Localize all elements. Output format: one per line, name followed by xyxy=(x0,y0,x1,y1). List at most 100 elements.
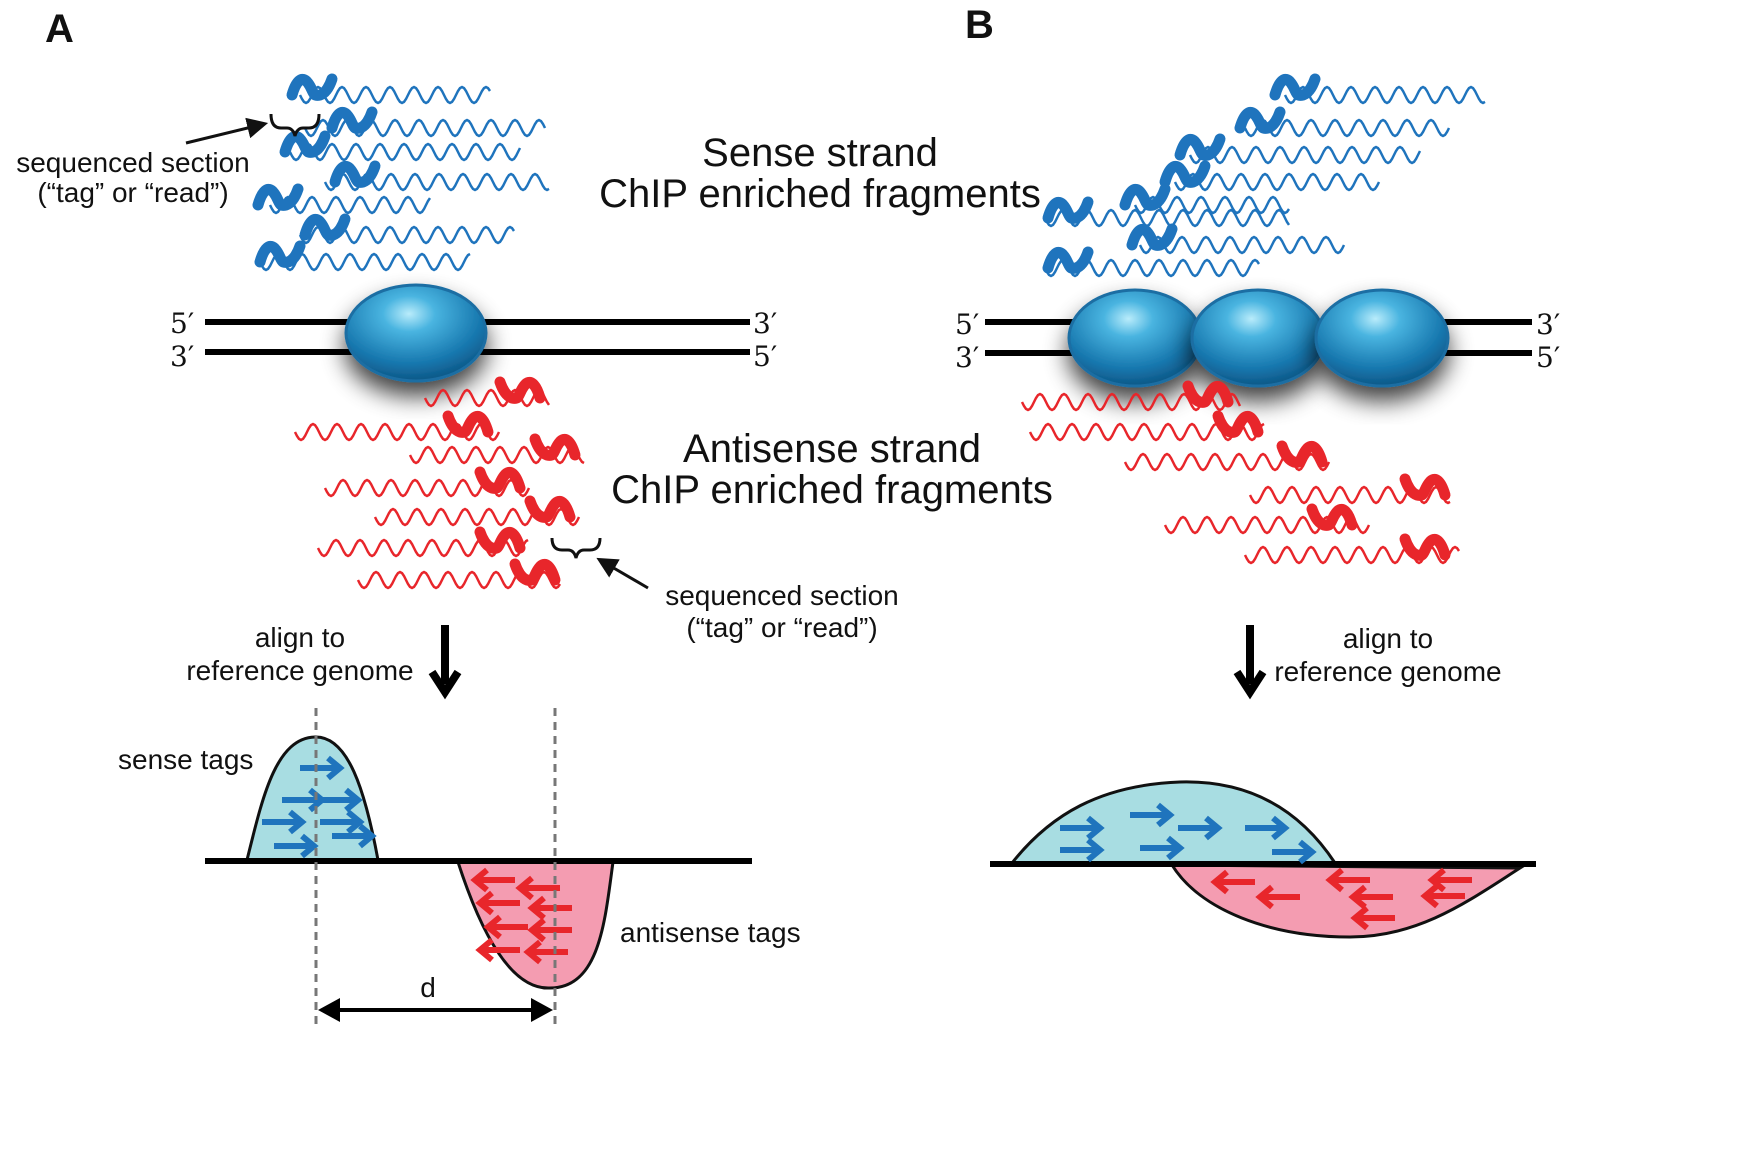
antisense-tag-arrows-a xyxy=(470,867,572,965)
sense-tag-arrows-b xyxy=(1060,802,1317,865)
sense-tag-arrow-a-7 xyxy=(332,823,377,849)
distance-arrow-d xyxy=(318,998,553,1022)
antisense-tag-arrow-b-4 xyxy=(1255,884,1300,910)
sense-tag-arrow-a-3 xyxy=(318,787,363,813)
antisense-fragments-a xyxy=(293,376,585,590)
sense-fragment-b-3-tag xyxy=(1174,133,1226,161)
sequenced-section-label-top: sequenced section xyxy=(16,147,250,178)
nucleosome-b-2 xyxy=(1190,288,1326,388)
strand-label-5prime-top-left: 5′ xyxy=(170,307,194,340)
sense-fragment-a-2-wave xyxy=(303,118,547,138)
antisense-tag-arrow-a-4 xyxy=(527,895,572,921)
sequenced-section-label-bottom: sequenced section xyxy=(665,580,899,611)
nucleosome-b-1 xyxy=(1067,288,1203,388)
sense-fragment-a-3-tag xyxy=(279,130,331,158)
antisense-fragment-b-4-tag xyxy=(1399,473,1451,501)
sense-fragment-b-4-wave xyxy=(1173,172,1381,192)
sense-tag-arrows-a xyxy=(262,755,377,859)
sense-fragment-a-3-wave xyxy=(288,142,522,162)
sense-tag-arrow-b-5 xyxy=(1060,837,1105,863)
antisense-fragment-b-5-tag xyxy=(1306,503,1358,531)
sense-fragment-b-6-tag xyxy=(1042,196,1094,224)
antisense-tag-arrow-b-5 xyxy=(1348,884,1393,910)
antisense-tag-arrow-a-1 xyxy=(470,867,515,893)
strand-label-3prime-top-right-b: 3′ xyxy=(1536,308,1560,341)
antisense-fragment-b-1-tag xyxy=(1182,380,1234,408)
sense-tag-arrow-a-5 xyxy=(320,809,365,835)
sense-fragment-b-5-wave xyxy=(1133,195,1291,215)
align-arrow-a xyxy=(428,625,462,700)
panel-b-letter: B xyxy=(965,3,994,47)
sense-fragment-b-4-tag xyxy=(1159,160,1211,188)
antisense-tag-arrow-a-8 xyxy=(523,939,568,965)
sense-tag-arrow-a-1 xyxy=(300,755,345,781)
antisense-fragments-b xyxy=(1020,380,1461,565)
strand-label-3prime-bottom-left-b: 3′ xyxy=(955,341,979,374)
sense-fragment-b-2-tag xyxy=(1234,106,1286,134)
strand-label-3prime-bottom-left: 3′ xyxy=(170,340,194,373)
antisense-fragment-b-5-wave xyxy=(1163,515,1371,535)
antisense-tag-arrow-b-1 xyxy=(1210,869,1255,895)
align-arrow-b xyxy=(1233,625,1267,700)
align-label-a-sub: reference genome xyxy=(186,655,413,686)
antisense-tag-arrow-b-3 xyxy=(1427,867,1472,893)
sense-strand-subtitle: ChIP enriched fragments xyxy=(599,172,1041,216)
distance-label-d: d xyxy=(420,972,436,1003)
panel-b: B 5′ 3′ 3′ 5′ align to reference genome xyxy=(955,3,1560,939)
sense-fragment-a-7-tag xyxy=(254,240,306,268)
antisense-tag-arrow-b-6 xyxy=(1420,883,1465,909)
antisense-tag-arrow-b-2 xyxy=(1325,867,1370,893)
sense-fragment-a-6-tag xyxy=(299,213,351,241)
panel-a: A sequenced section (“tag” or “read”) Se… xyxy=(16,7,1053,1025)
sense-tag-arrow-b-7 xyxy=(1272,839,1317,865)
sense-fragment-b-7-tag xyxy=(1126,223,1178,251)
brace-bottom xyxy=(550,537,602,559)
antisense-fragment-b-2-wave xyxy=(1028,422,1265,442)
strand-label-5prime-bottom-right: 5′ xyxy=(753,340,777,373)
sense-tag-arrow-b-4 xyxy=(1245,815,1290,841)
sense-fragment-b-1-wave xyxy=(1283,85,1486,105)
sense-fragments-b xyxy=(1042,73,1486,278)
antisense-tag-arrow-a-6 xyxy=(527,917,572,943)
sense-fragment-b-1-tag xyxy=(1269,73,1321,101)
sense-fragment-a-1-wave xyxy=(298,85,492,105)
sense-tag-arrow-a-4 xyxy=(262,809,307,835)
strand-label-5prime-top-left-b: 5′ xyxy=(955,308,979,341)
sense-fragment-b-7-wave xyxy=(1138,235,1346,255)
antisense-fragment-a-4-tag xyxy=(474,466,526,494)
antisense-tag-arrow-a-7 xyxy=(475,937,520,963)
antisense-fragment-b-6-tag xyxy=(1399,533,1451,561)
brace-top xyxy=(269,113,321,137)
align-label-a: align to xyxy=(255,622,345,653)
antisense-tag-arrow-a-3 xyxy=(475,890,520,916)
antisense-fragment-a-3-tag xyxy=(529,433,581,461)
sense-fragment-a-5-tag xyxy=(252,183,304,211)
sequenced-section-label-top-sub: (“tag” or “read”) xyxy=(37,177,228,208)
sequenced-section-label-bottom-sub: (“tag” or “read”) xyxy=(686,612,877,643)
antisense-tag-arrow-a-5 xyxy=(483,914,528,940)
strand-label-5prime-bottom-right-b: 5′ xyxy=(1536,341,1560,374)
antisense-tags-label: antisense tags xyxy=(620,917,801,948)
nucleosome-a xyxy=(344,283,488,383)
antisense-fragment-a-5-tag xyxy=(524,495,576,523)
align-label-b: align to xyxy=(1343,623,1433,654)
sense-fragments-a xyxy=(252,73,550,272)
sense-tag-arrow-a-6 xyxy=(274,833,319,859)
sense-tag-arrow-b-1 xyxy=(1130,802,1175,828)
antisense-tag-arrow-a-2 xyxy=(515,875,560,901)
sense-fragment-b-8-tag xyxy=(1042,246,1094,274)
sense-tag-arrow-b-3 xyxy=(1178,815,1223,841)
antisense-strand-title: Antisense strand xyxy=(683,427,981,471)
antisense-fragment-a-6-tag xyxy=(474,526,526,554)
antisense-strand-subtitle: ChIP enriched fragments xyxy=(611,468,1053,512)
sense-tag-arrow-b-2 xyxy=(1060,815,1105,841)
pointer-arrow-bottom xyxy=(596,557,649,590)
pointer-arrow-top xyxy=(185,117,269,145)
nucleosome-b-3 xyxy=(1314,288,1450,388)
antisense-fragment-b-2-tag xyxy=(1212,410,1264,438)
antisense-tag-arrow-b-7 xyxy=(1350,905,1395,931)
sense-tag-arrow-b-6 xyxy=(1140,835,1185,861)
antisense-fragment-b-3-tag xyxy=(1276,440,1328,468)
strand-label-3prime-top-right: 3′ xyxy=(753,307,777,340)
